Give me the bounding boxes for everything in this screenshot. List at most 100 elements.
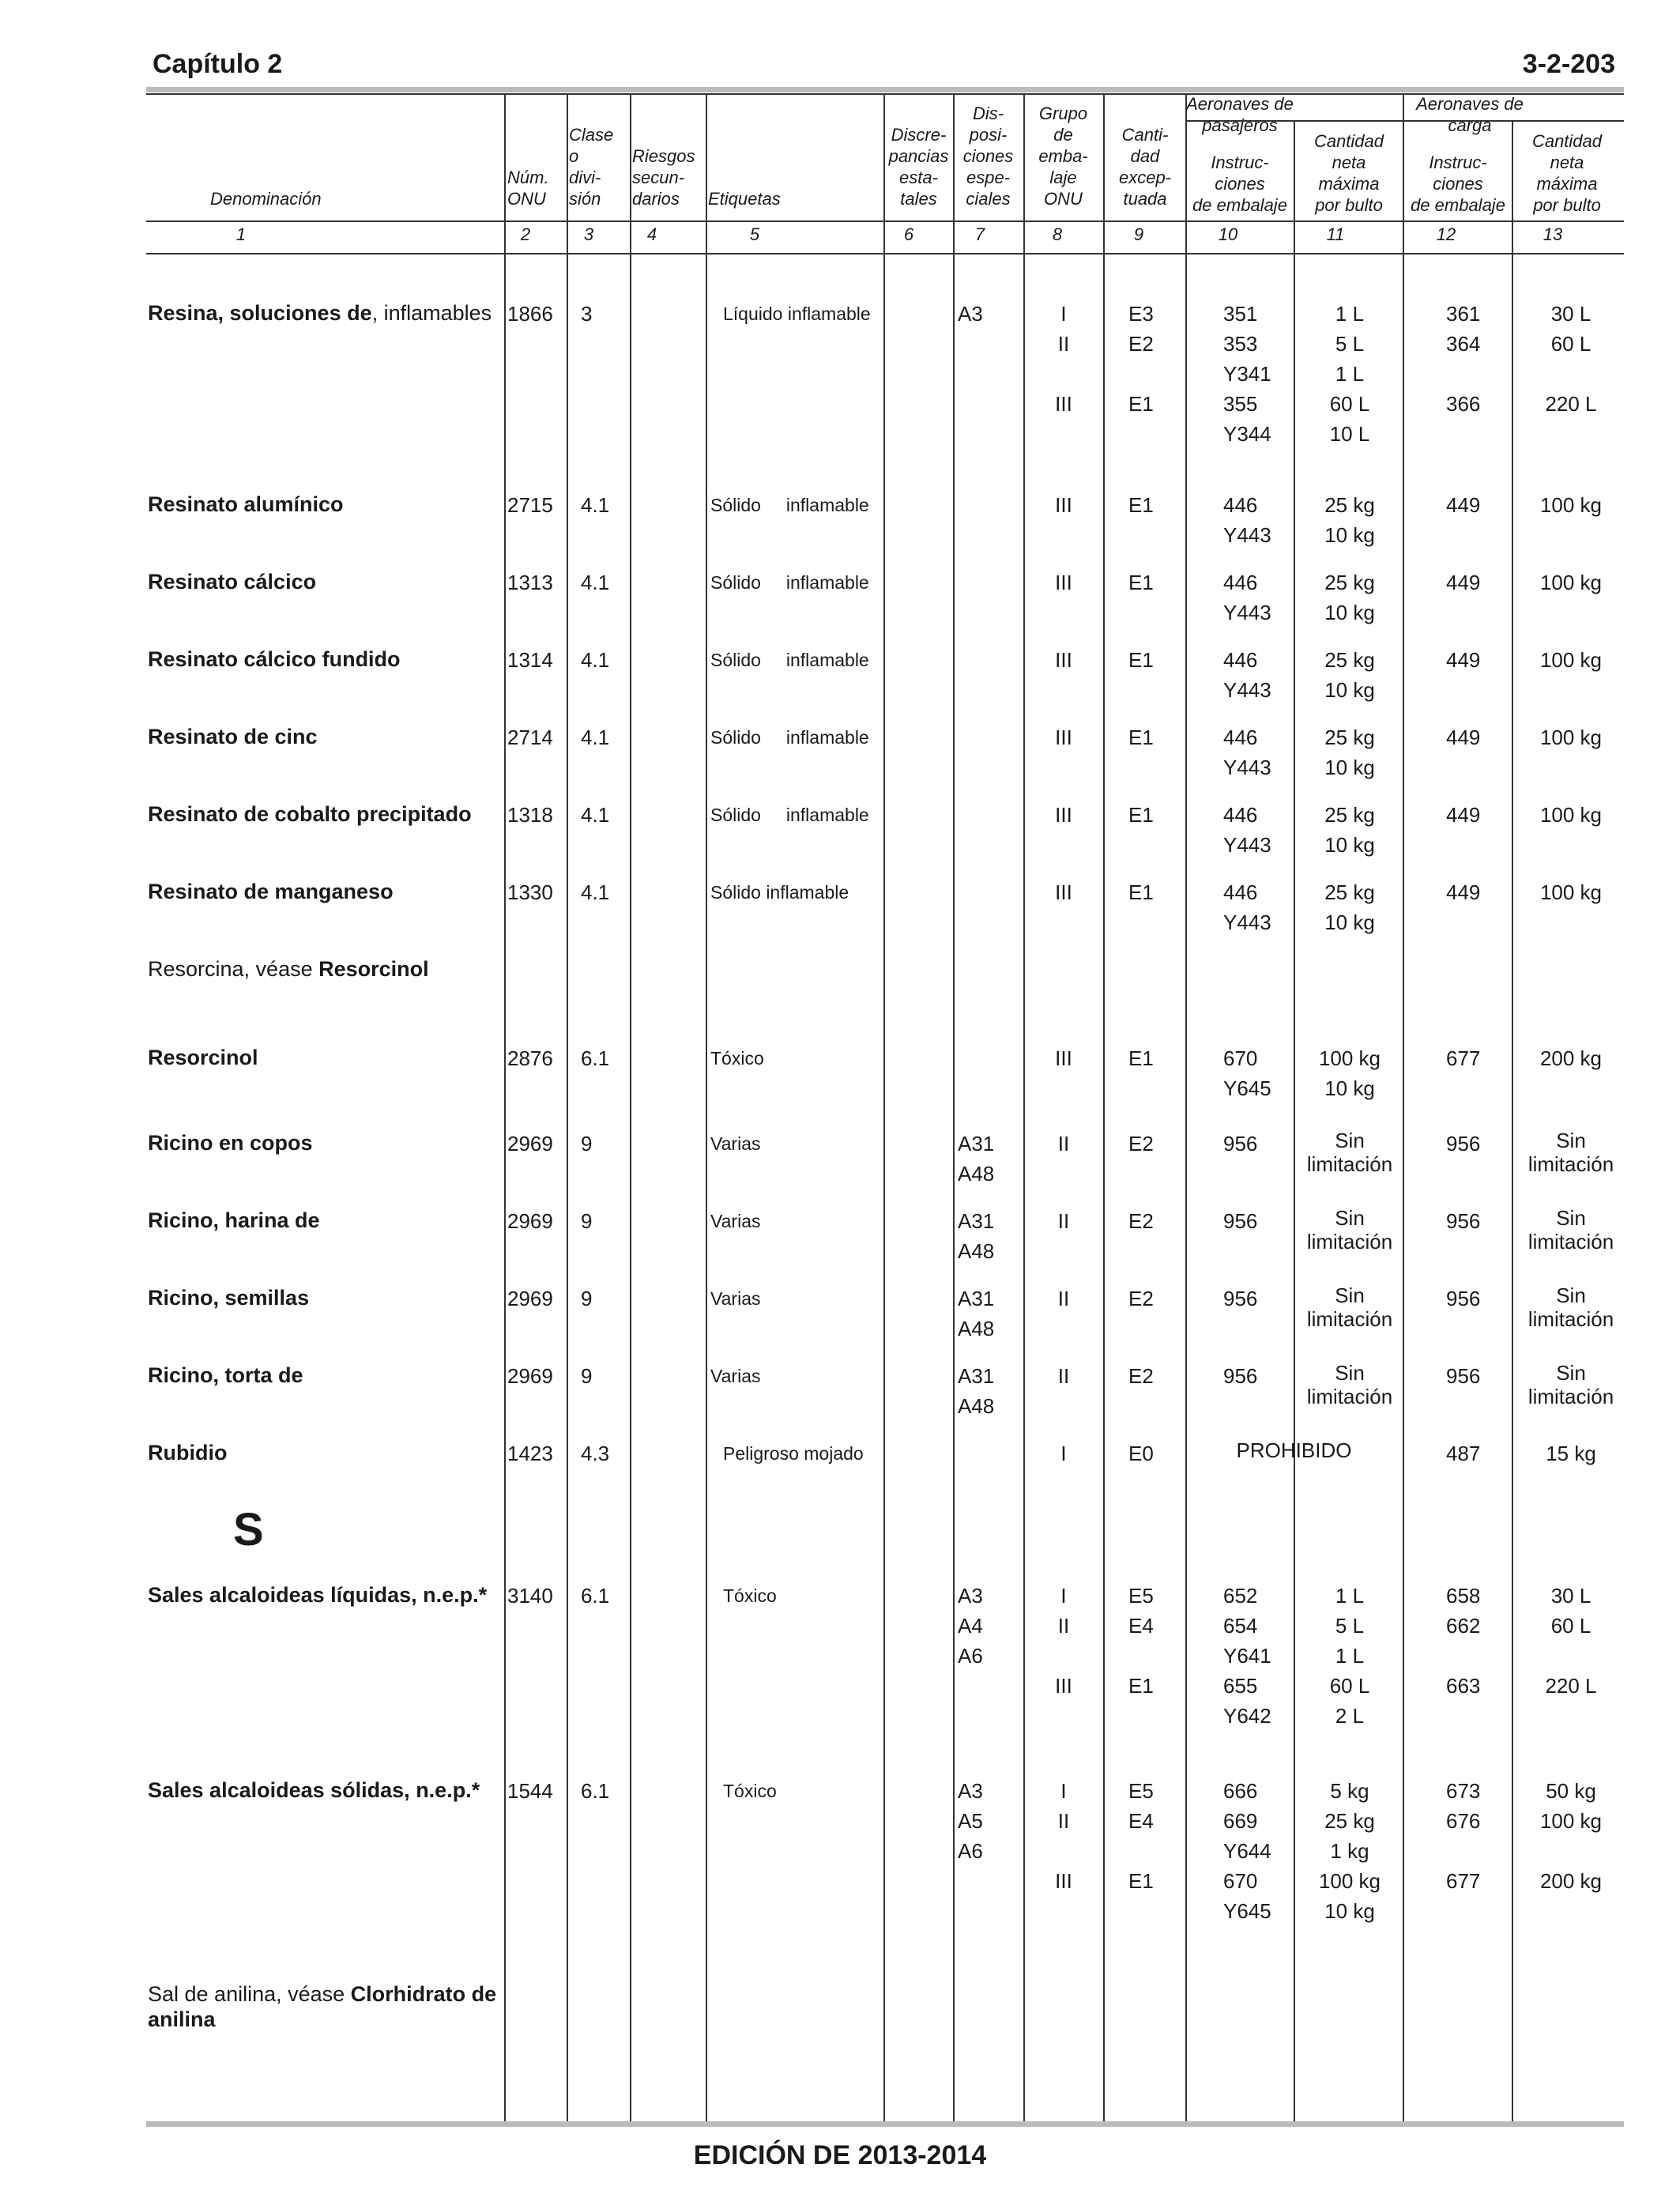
- cargo-packing-instruction: 449: [1446, 493, 1481, 517]
- col-header-clase: Clase o divi- sión: [569, 125, 614, 209]
- name-bold: Resorcinol: [148, 1046, 258, 1069]
- pax-max-quantity: 25 kg 10 kg: [1324, 726, 1375, 779]
- cargo-max-quantity: Sin limitación: [1527, 1361, 1614, 1408]
- packing-group: II: [1057, 1287, 1070, 1310]
- col-header-cargo-cantidad: Cantidad neta máxima por bulto: [1531, 131, 1603, 215]
- cargo-max-quantity: 100 kg: [1539, 726, 1603, 749]
- special-provisions: A31 A48: [958, 1209, 995, 1263]
- un-number: 2969: [507, 1209, 553, 1233]
- pax-packing-instruction: 956: [1223, 1287, 1258, 1310]
- cargo-packing-instruction: 449: [1446, 726, 1481, 749]
- pax-max-quantity: 25 kg 10 kg: [1324, 648, 1375, 702]
- excepted-quantity: E1: [1128, 648, 1154, 672]
- excepted-quantity: E2: [1128, 1364, 1154, 1388]
- name-bold: Resinato de manganeso: [148, 880, 394, 903]
- pax-max-quantity: 5 kg 25 kg 1 kg 100 kg 10 kg: [1318, 1779, 1381, 1923]
- pax-packing-instruction: 652 654 Y641 655 Y642: [1223, 1584, 1271, 1728]
- cargo-max-quantity: Sin limitación: [1527, 1284, 1614, 1331]
- pax-max-quantity: 1 L 5 L 1 L 60 L 10 L: [1329, 302, 1370, 446]
- footer-rule: [146, 2121, 1624, 2127]
- col-header-discrepancias: Discre- pancias esta- tales: [888, 125, 949, 209]
- cargo-max-quantity: 15 kg: [1546, 1442, 1596, 1465]
- label: Peligroso mojado: [723, 1443, 864, 1464]
- class-division: 9: [581, 1364, 593, 1388]
- column-number: 7: [974, 224, 985, 244]
- substance-name: Resinato cálcico fundido: [148, 647, 499, 672]
- excepted-quantity: E2: [1128, 1287, 1154, 1310]
- un-number: 2715: [507, 493, 553, 517]
- packing-group: I II III: [1055, 1584, 1072, 1698]
- pax-max-quantity: 25 kg 10 kg: [1324, 880, 1375, 934]
- name-bold: Ricino, torta de: [148, 1363, 303, 1387]
- excepted-quantity: E1: [1128, 493, 1154, 517]
- cargo-packing-instruction: 673 676 677: [1446, 1779, 1481, 1893]
- pax-max-quantity: Sin limitación: [1306, 1284, 1393, 1331]
- label: Varias: [710, 1211, 761, 1231]
- class-division: 6.1: [581, 1046, 610, 1070]
- group-underline: [1185, 120, 1624, 122]
- pax-max-quantity: 25 kg 10 kg: [1324, 803, 1375, 857]
- cargo-packing-instruction: 658 662 663: [1446, 1584, 1481, 1698]
- substance-name: Resorcinol: [148, 1045, 499, 1070]
- name-bold: Resinato alumínico: [148, 492, 344, 516]
- excepted-quantity: E1: [1128, 880, 1154, 904]
- cargo-max-quantity: 100 kg: [1539, 571, 1603, 594]
- column-divider: [953, 93, 955, 2121]
- substance-name: Ricino, harina de: [148, 1208, 499, 1233]
- header-cargo-aircraft: Aeronaves de carga: [1416, 94, 1524, 135]
- substance-name: Rubidio: [148, 1440, 499, 1465]
- pax-packing-instruction: 446 Y443: [1223, 493, 1271, 547]
- edition-footer: EDICIÓN DE 2013-2014: [693, 2140, 987, 2170]
- special-provisions: A31 A48: [958, 1364, 995, 1418]
- col-header-num-onu: Núm. ONU: [507, 168, 549, 209]
- header-top-line: [146, 93, 1624, 95]
- name-bold: Sales alcaloideas líquidas, n.e.p.*: [148, 1583, 488, 1607]
- column-number: 12: [1436, 224, 1456, 244]
- class-division: 4.3: [581, 1442, 610, 1465]
- name-bold: Resinato de cobalto precipitado: [148, 802, 472, 826]
- un-number: 2714: [507, 726, 553, 749]
- col-header-cantidad-exceptuada: Canti- dad excep- tuada: [1118, 125, 1172, 209]
- packing-group: III: [1055, 726, 1072, 749]
- pax-packing-instruction: 956: [1223, 1364, 1258, 1388]
- column-number: 9: [1133, 224, 1144, 244]
- class-division: 6.1: [581, 1584, 610, 1608]
- cargo-max-quantity: 100 kg: [1539, 648, 1603, 672]
- col-header-denominacion: Denominación: [210, 189, 322, 209]
- packing-group: III: [1055, 1046, 1072, 1070]
- packing-group: III: [1055, 571, 1072, 594]
- chapter-title: Capítulo 2: [153, 49, 283, 79]
- packing-group: II: [1057, 1364, 1070, 1388]
- excepted-quantity: E2: [1128, 1209, 1154, 1233]
- column-number: 1: [235, 224, 247, 244]
- special-provisions: A3 A5 A6: [958, 1779, 983, 1863]
- un-number: 1866: [507, 302, 553, 326]
- name-bold: Ricino, semillas: [148, 1286, 310, 1310]
- substance-name: Sal de anilina, véase Clorhidrato de ani…: [148, 1981, 499, 2032]
- excepted-quantity: E3 E2 E1: [1128, 302, 1154, 416]
- un-number: 2969: [507, 1132, 553, 1155]
- cargo-max-quantity: 30 L 60 L 220 L: [1545, 1584, 1597, 1698]
- column-divider: [630, 93, 631, 2121]
- pax-max-quantity: Sin limitación: [1306, 1361, 1393, 1408]
- cargo-max-quantity: 100 kg: [1539, 803, 1603, 827]
- pax-packing-instruction: 956: [1223, 1209, 1258, 1233]
- class-division: 6.1: [581, 1779, 610, 1803]
- un-number: 1318: [507, 803, 553, 827]
- cargo-max-quantity: Sin limitación: [1527, 1129, 1614, 1176]
- packing-group: II: [1057, 1132, 1070, 1155]
- un-number: 1313: [507, 571, 553, 594]
- column-divider: [1512, 120, 1513, 2121]
- label: Tóxico: [710, 1048, 764, 1069]
- pax-packing-instruction: 670 Y645: [1223, 1046, 1271, 1100]
- column-number-line: [146, 253, 1624, 254]
- cargo-packing-instruction: 487: [1446, 1442, 1481, 1465]
- name-bold: Ricino en copos: [148, 1131, 313, 1155]
- label: Sólido inflamable: [710, 495, 869, 515]
- cargo-packing-instruction: 677: [1446, 1046, 1481, 1070]
- column-divider: [1403, 93, 1404, 2121]
- name-bold: Resinato cálcico: [148, 570, 317, 594]
- substance-name: Resina, soluciones de, inflamables: [148, 300, 499, 326]
- pax-max-quantity: 25 kg 10 kg: [1324, 493, 1375, 547]
- excepted-quantity: E2: [1128, 1132, 1154, 1155]
